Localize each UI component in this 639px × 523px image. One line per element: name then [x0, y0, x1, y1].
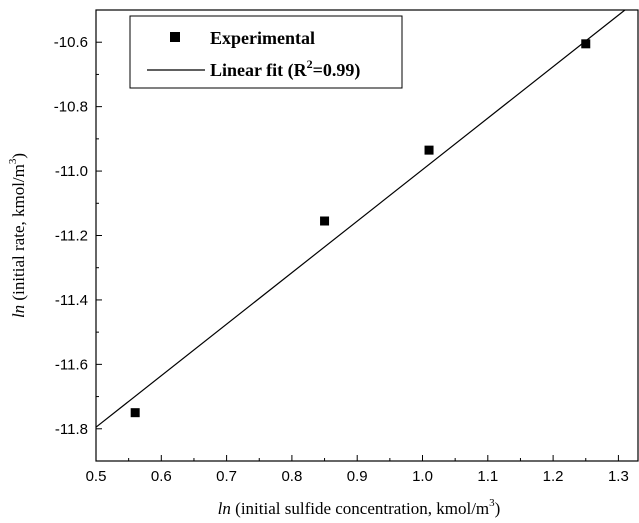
data-point: [581, 39, 591, 49]
y-axis-label-end: ): [9, 153, 28, 159]
fit-line: [95, 9, 626, 428]
x-axis-label-text: (initial sulfide concentration, kmol/m: [231, 499, 489, 518]
y-tick-label: -11.4: [55, 292, 88, 309]
x-axis-label-sup: 3: [489, 497, 495, 509]
legend-label-linear-fit-prefix: Linear fit (R: [210, 60, 308, 81]
y-axis-label: ln (initial rate, kmol/m3): [7, 153, 28, 318]
legend: Experimental Linear fit (R2=0.99): [129, 15, 403, 89]
legend-label-linear-fit: Linear fit (R2=0.99): [210, 57, 360, 81]
legend-marker-experimental: [170, 32, 180, 42]
y-axis-label-text: (initial rate, kmol/m: [9, 164, 28, 305]
x-tick-label: 0.8: [281, 468, 302, 485]
y-axis-label-sup: 3: [7, 158, 19, 164]
x-axis-label: ln (initial sulfide concentration, kmol/…: [218, 497, 501, 518]
data-point: [320, 216, 330, 226]
series-layer: [95, 9, 626, 428]
data-point: [130, 408, 140, 418]
legend-label-linear-fit-sup: 2: [307, 57, 313, 71]
x-tick-label: 1.1: [477, 468, 498, 485]
ticks: 0.5 0.6 0.7 0.8 0.9 1.0 1.1 1.2 1.3 -10.6 -10.8 -11…: [54, 9, 629, 485]
x-tick-label: 1.2: [543, 468, 564, 485]
y-tick-label: -11.0: [55, 163, 88, 180]
x-tick-label: 0.5: [86, 468, 107, 485]
y-tick-label: -10.8: [54, 99, 88, 116]
x-axis-label-end: ): [495, 499, 501, 518]
y-tick-label: -11.2: [55, 228, 88, 245]
x-tick-label: 0.7: [216, 468, 237, 485]
legend-label-linear-fit-suffix: =0.99): [313, 60, 361, 81]
legend-box: [129, 15, 403, 89]
x-tick-label: 0.6: [151, 468, 172, 485]
data-point: [424, 145, 434, 155]
plot-frame: [95, 9, 639, 462]
x-tick-label: 1.3: [608, 468, 629, 485]
y-tick-label: -11.6: [55, 356, 88, 373]
x-axis-label-italic: ln: [218, 499, 231, 518]
x-tick-label: 0.9: [347, 468, 368, 485]
legend-label-experimental: Experimental: [210, 28, 315, 48]
y-axis-label-italic: ln: [9, 305, 28, 318]
y-tick-label: -11.8: [55, 421, 88, 438]
y-tick-label: -10.6: [54, 34, 88, 51]
x-tick-label: 1.0: [412, 468, 433, 485]
